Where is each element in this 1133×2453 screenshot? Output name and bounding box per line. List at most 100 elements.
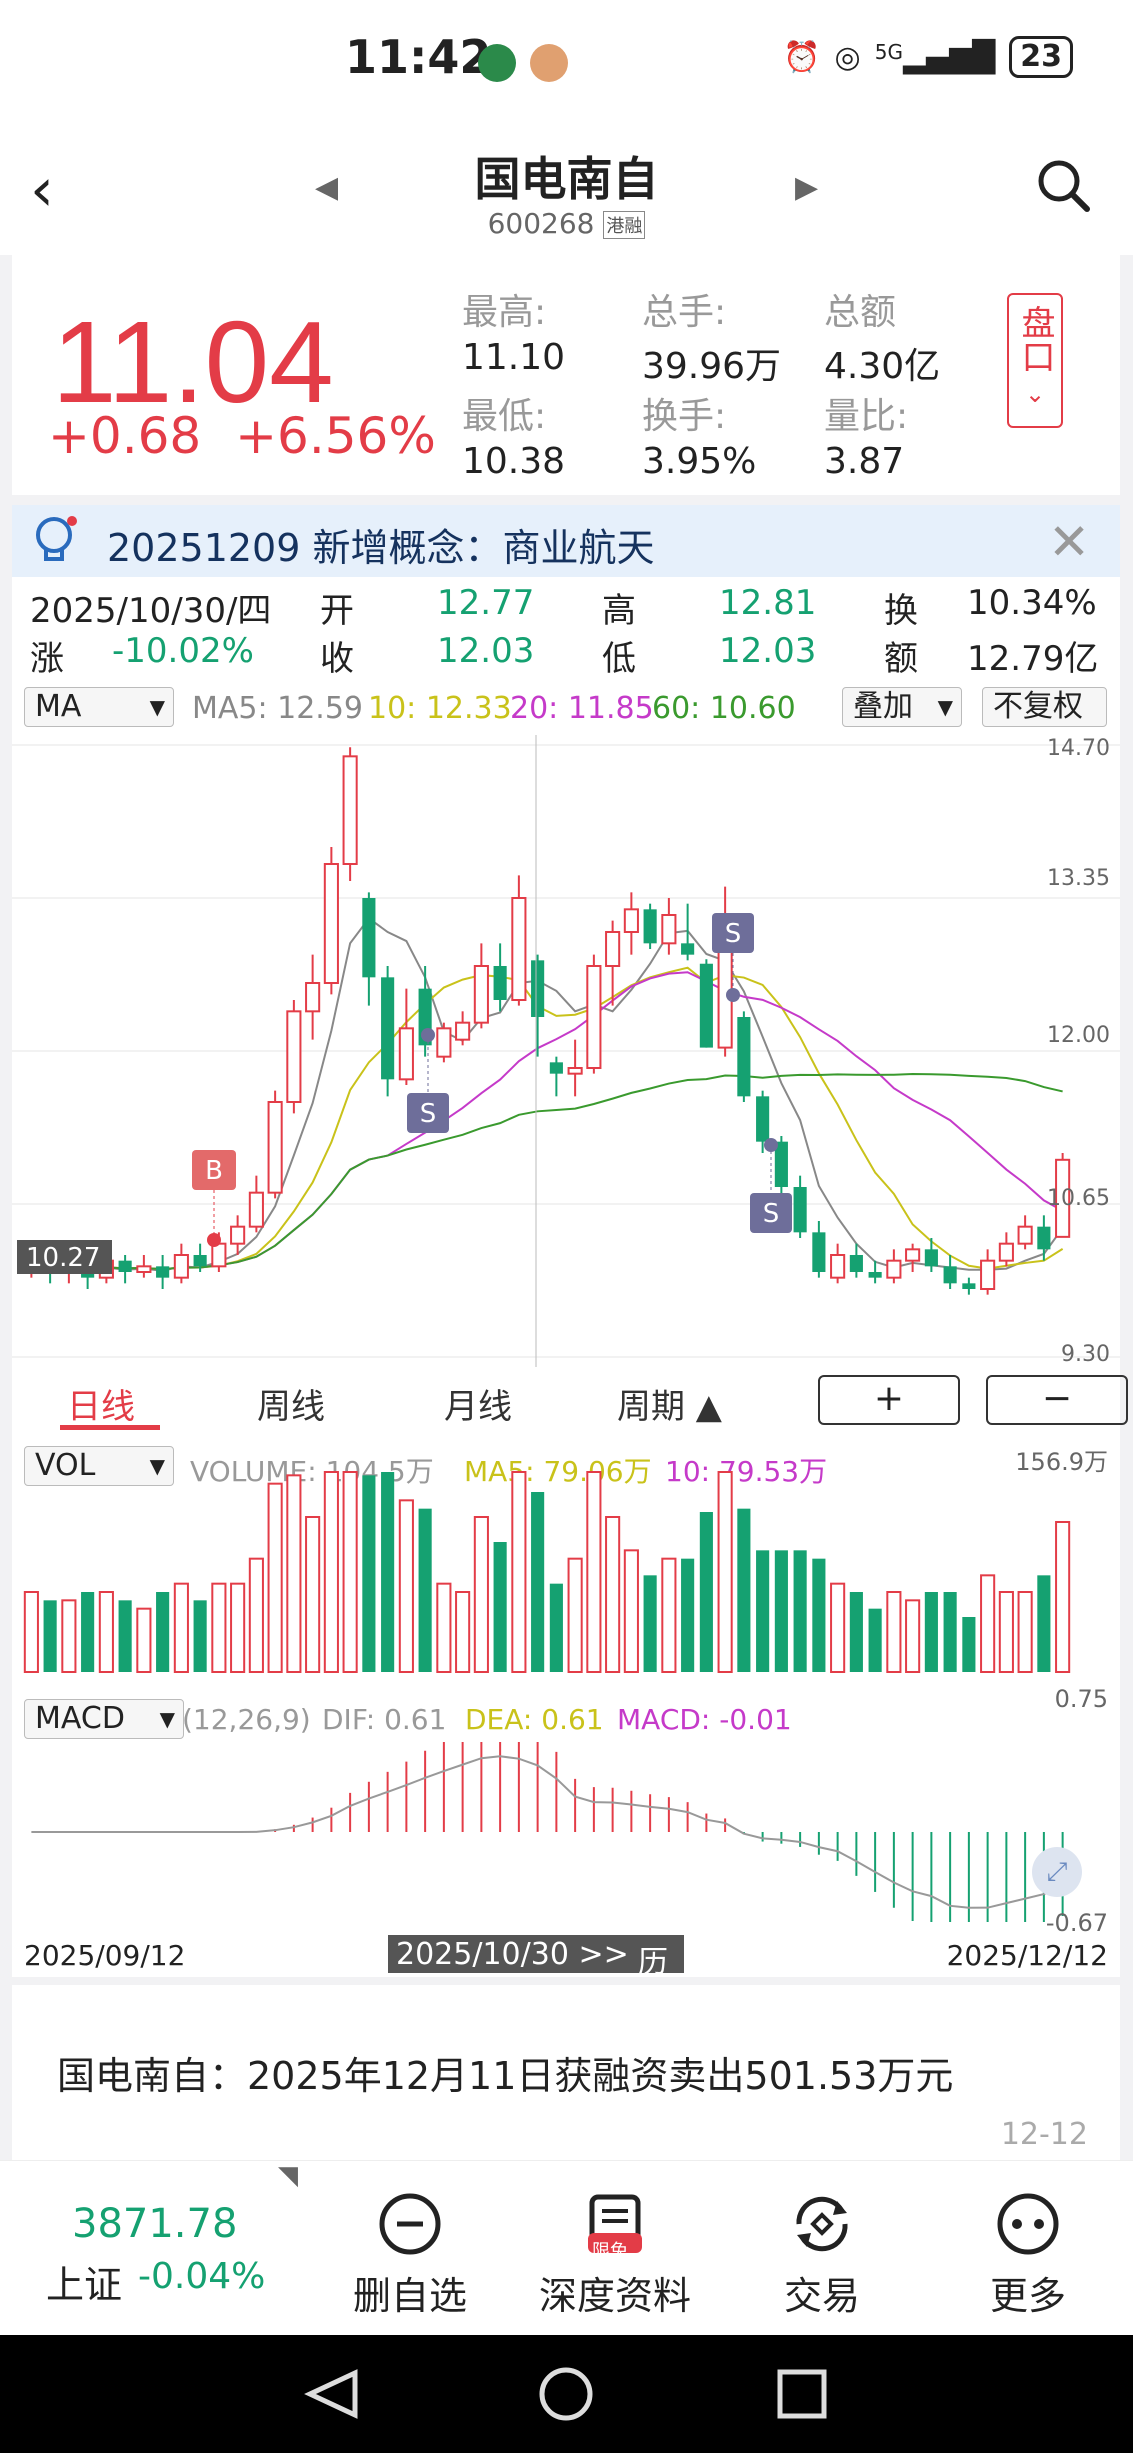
- volume-bar: [998, 1591, 1014, 1673]
- macd-selector[interactable]: MACD ▼: [24, 1699, 184, 1739]
- macd-chart[interactable]: [12, 1737, 1120, 1927]
- volume-bar: [398, 1499, 414, 1674]
- candle-body: [323, 863, 339, 984]
- close-icon[interactable]: ✕: [1048, 513, 1090, 571]
- change-amount: +0.68: [48, 407, 202, 465]
- back-icon[interactable]: ‹: [30, 155, 54, 225]
- volume-bar: [156, 1592, 170, 1672]
- amount-value: 12.79亿: [967, 639, 1099, 679]
- zoom-in-button[interactable]: +: [818, 1375, 960, 1425]
- index-name: 上证: [46, 2263, 123, 2307]
- nav-home-icon[interactable]: [539, 2367, 593, 2421]
- order-book-button[interactable]: 盘口 ⌄: [1007, 293, 1063, 428]
- sell-signal-marker: S: [712, 913, 754, 1002]
- candle-body: [737, 1017, 751, 1097]
- ma-selector[interactable]: MA ▼: [24, 687, 174, 727]
- volume-bar: [1037, 1575, 1051, 1672]
- macd-bottom-label: -0.67: [1045, 1909, 1108, 1937]
- ma-line: [31, 1073, 1063, 1271]
- y-tick-label: 14.70: [1047, 736, 1110, 761]
- volume-bar: [681, 1558, 695, 1672]
- cursor-date-box[interactable]: 2025/10/30 >> 历: [388, 1935, 684, 1980]
- vol-max-label: 156.9万: [1015, 1448, 1108, 1476]
- search-icon[interactable]: [1033, 155, 1093, 215]
- nav-bar: ‹ ◀ 国电南自 600268 港融 ▶: [0, 125, 1133, 255]
- high-value: 12.81: [719, 583, 817, 623]
- trade-button[interactable]: 交易: [737, 2189, 907, 2320]
- kline-chart[interactable]: 14.70 13.35 12.00 10.65 9.30 10.27 B S S…: [12, 735, 1120, 1367]
- bottom-bar: 3871.78 上证 -0.04% ◥ 删自选 限免 深度资料 交易 更多: [0, 2160, 1133, 2335]
- deep-data-label: 深度资料: [538, 2274, 691, 2318]
- high-label: 高: [602, 591, 636, 631]
- candle-body: [643, 909, 657, 944]
- macd-dea: DEA: 0.61: [465, 1703, 604, 1736]
- close-value: 12.03: [437, 631, 535, 671]
- prev-stock-icon[interactable]: ◀: [315, 170, 339, 205]
- period-tabs: 日线 周线 月线 周期 ▲ + −: [12, 1367, 1128, 1437]
- ma5-value: MA5: 12.59: [192, 691, 364, 726]
- zoom-out-button[interactable]: −: [986, 1375, 1128, 1425]
- remove-watchlist-button[interactable]: 删自选: [325, 2189, 495, 2320]
- stat-label-volume-ratio: 量比:: [824, 396, 909, 437]
- candle-body: [980, 1259, 996, 1291]
- volume-bar: [511, 1471, 527, 1673]
- low-value: 12.03: [719, 631, 817, 671]
- candle-body: [267, 1101, 283, 1194]
- system-nav-icons: [304, 2367, 827, 2421]
- adjust-selector[interactable]: 不复权: [982, 687, 1107, 727]
- candle-body: [473, 965, 489, 1024]
- volume-bar: [661, 1557, 677, 1673]
- volume-chart[interactable]: [12, 1437, 1120, 1677]
- concept-banner[interactable]: 20251209 新增概念：商业航天 ✕: [12, 505, 1120, 577]
- candle-body: [531, 960, 545, 1017]
- expand-icon[interactable]: ⤢: [1032, 1847, 1082, 1897]
- tab-week[interactable]: 周线: [257, 1387, 325, 1427]
- candle-body: [924, 1249, 938, 1267]
- turnover-value: 10.34%: [967, 583, 1097, 623]
- volume-bar: [586, 1471, 602, 1673]
- candle-body: [586, 965, 602, 1069]
- calendar-link[interactable]: 历: [638, 1945, 668, 1980]
- current-price: 11.04: [52, 297, 334, 427]
- candle-body: [849, 1255, 863, 1272]
- nav-back-icon[interactable]: [304, 2369, 358, 2419]
- volume-bar: [61, 1599, 77, 1673]
- nav-recents-icon[interactable]: [777, 2369, 827, 2419]
- refresh-icon: [796, 2196, 848, 2252]
- volume-bar: [362, 1475, 376, 1672]
- open-value: 12.77: [437, 583, 535, 623]
- stat-value-amount: 4.30亿: [824, 346, 941, 387]
- index-widget[interactable]: 3871.78 上证 -0.04% ◥: [0, 2161, 300, 2336]
- volume-bar: [830, 1582, 846, 1674]
- tab-day[interactable]: 日线: [67, 1387, 135, 1427]
- sell-signal-marker: S: [750, 1138, 792, 1233]
- minus-circle-icon: [379, 2193, 441, 2255]
- candle-body: [362, 898, 376, 978]
- hotspot-icon: ◎: [834, 39, 861, 75]
- macd-value: MACD: -0.01: [617, 1703, 792, 1736]
- stock-name: 国电南自: [474, 152, 659, 206]
- hk-connect-tag: 港融: [603, 211, 646, 239]
- news-item[interactable]: 国电南自：2025年12月11日获融资卖出501.53万元 12-12: [12, 1985, 1120, 2160]
- ohlc-date: 2025/10/30/四: [30, 591, 272, 631]
- candle-body: [1017, 1225, 1033, 1245]
- open-label: 开: [320, 591, 354, 631]
- candle-body: [998, 1242, 1014, 1262]
- volume-bar: [193, 1600, 207, 1672]
- candle-body: [1055, 1158, 1071, 1238]
- tab-period[interactable]: 周期 ▲: [617, 1387, 722, 1427]
- next-stock-icon[interactable]: ▶: [795, 170, 819, 205]
- sell-signal-label: S: [763, 1199, 780, 1229]
- tab-month[interactable]: 月线: [444, 1387, 512, 1427]
- deep-data-button[interactable]: 限免 深度资料: [530, 2189, 700, 2320]
- date-start: 2025/09/12: [24, 1939, 186, 1972]
- remove-watchlist-label: 删自选: [352, 2274, 467, 2318]
- overlay-selector[interactable]: 叠加 ▼: [842, 687, 962, 727]
- vol-selector[interactable]: VOL ▼: [24, 1446, 174, 1486]
- more-button[interactable]: 更多: [943, 2189, 1113, 2320]
- stock-code-line: 600268 港融: [0, 207, 1133, 240]
- kline-grid: [12, 744, 1120, 1358]
- volume-bar: [136, 1607, 152, 1674]
- candle-body: [681, 943, 695, 955]
- chevron-down-icon: ▼: [149, 1454, 165, 1478]
